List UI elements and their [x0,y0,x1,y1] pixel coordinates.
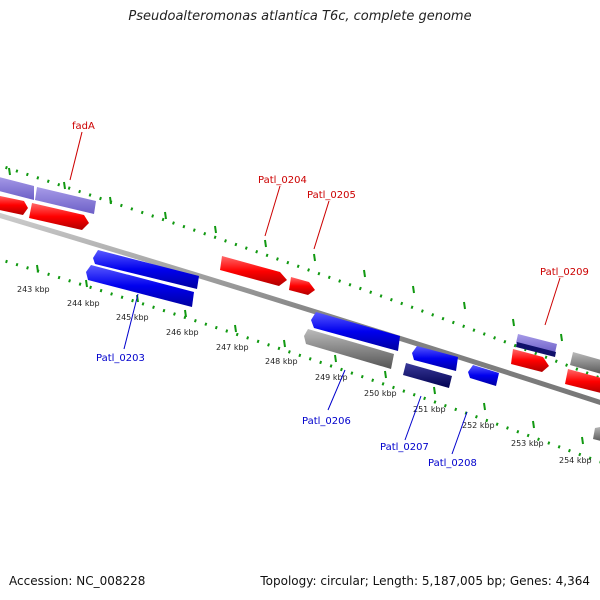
gene-forward[interactable] [29,203,89,230]
kbp-label: 252 kbp [462,421,495,430]
gene-fadA[interactable] [35,187,96,214]
gene-patl-0209[interactable] [511,349,549,372]
kbp-label: 243 kbp [17,285,50,294]
gene-label-patl-0204: Patl_0204 [258,175,307,186]
gene-patl-0207[interactable] [403,363,452,388]
kbp-tick-labels: 243 kbp 244 kbp 245 kbp 246 kbp 247 kbp … [17,285,592,465]
kbp-label: 249 kbp [315,373,348,382]
gene-label-patl-0203: Patl_0203 [96,353,145,364]
kbp-label: 244 kbp [67,299,100,308]
forward-genes [0,176,600,394]
reverse-genes [86,250,600,442]
gene-label-patl-0208: Patl_0208 [428,458,477,469]
gene-label-patl-0209: Patl_0209 [540,267,589,278]
gene-patl-0209-box[interactable] [516,334,557,353]
gene-reverse-gray[interactable] [593,426,600,442]
gene-label-patl-0206: Patl_0206 [302,416,351,427]
gene-fadA-region[interactable] [0,176,34,200]
gene-forward[interactable] [565,369,600,394]
gene-patl-0204[interactable] [220,256,287,286]
kbp-label: 250 kbp [364,389,397,398]
page-title: Pseudoalteromonas atlantica T6c, complet… [128,9,472,24]
gene-patl-0206[interactable] [304,329,394,369]
gene-patl-0208[interactable] [468,365,499,386]
gene-patl-0209-dark[interactable] [516,342,556,357]
inner-major-ticks [36,264,584,445]
outer-major-ticks [8,167,563,342]
gene-labels: fadA Patl_0204 Patl_0205 Patl_0209 Patl_… [72,121,589,469]
kbp-label: 251 kbp [413,405,446,414]
inner-tick-ring [0,257,600,464]
label-leaders [69,131,561,455]
kbp-label: 253 kbp [511,439,544,448]
genome-summary-text: Topology: circular; Length: 5,187,005 bp… [260,574,590,588]
gene-label-fadA: fadA [72,121,95,132]
gene-forward[interactable] [0,195,28,215]
gene-patl-0203[interactable] [86,265,194,307]
gene-patl-0205[interactable] [289,277,315,295]
gene-patl-0206-upper[interactable] [311,312,400,351]
outer-tick-ring [0,164,600,380]
accession-text: Accession: NC_008228 [9,574,146,588]
kbp-label: 254 kbp [559,456,592,465]
genome-backbone [0,212,600,406]
kbp-label: 248 kbp [265,357,298,366]
kbp-label: 247 kbp [216,343,249,352]
gene-reverse[interactable] [93,250,199,289]
gene-forward-gray[interactable] [570,352,600,375]
kbp-label: 246 kbp [166,328,199,337]
gene-reverse[interactable] [412,346,458,371]
gene-label-patl-0207: Patl_0207 [380,442,429,453]
gene-label-patl-0205: Patl_0205 [307,190,356,201]
